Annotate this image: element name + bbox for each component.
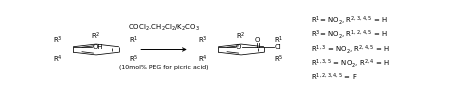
Text: R$^2$: R$^2$ (237, 30, 246, 42)
Text: OH: OH (93, 44, 103, 50)
Text: (10mol% PEG for picric acid): (10mol% PEG for picric acid) (119, 65, 209, 70)
Text: R$^{1,3}$ = NO$_2$, R$^{2,4,5}$ = H: R$^{1,3}$ = NO$_2$, R$^{2,4,5}$ = H (311, 43, 390, 56)
Text: Cl: Cl (274, 44, 281, 50)
Text: R$^{1,2,3,4,5}$ = F: R$^{1,2,3,4,5}$ = F (311, 72, 357, 83)
Text: COCl$_2$.CH$_2$Cl$_2$/K$_2$CO$_3$: COCl$_2$.CH$_2$Cl$_2$/K$_2$CO$_3$ (128, 23, 200, 33)
Text: R$^5$: R$^5$ (274, 53, 284, 65)
Text: R$^{1,3,5}$ = NO$_2$, R$^{2,4}$ = H: R$^{1,3,5}$ = NO$_2$, R$^{2,4}$ = H (311, 57, 390, 70)
Text: R$^3$= NO$_2$, R$^{1,2,4,5}$ = H: R$^3$= NO$_2$, R$^{1,2,4,5}$ = H (311, 29, 388, 41)
Text: O: O (255, 37, 260, 43)
Text: R$^4$: R$^4$ (198, 53, 208, 65)
Text: O: O (236, 44, 241, 50)
Text: R$^3$: R$^3$ (198, 34, 208, 46)
Text: R$^5$: R$^5$ (129, 53, 139, 65)
Text: R$^3$: R$^3$ (53, 34, 63, 46)
Text: R$^1$: R$^1$ (274, 34, 284, 46)
Text: R$^2$: R$^2$ (91, 30, 101, 42)
Text: R$^1$: R$^1$ (129, 34, 139, 46)
Text: R$^1$= NO$_2$, R$^{2,3,4,5}$ = H: R$^1$= NO$_2$, R$^{2,3,4,5}$ = H (311, 15, 388, 27)
Text: R$^4$: R$^4$ (53, 53, 63, 65)
